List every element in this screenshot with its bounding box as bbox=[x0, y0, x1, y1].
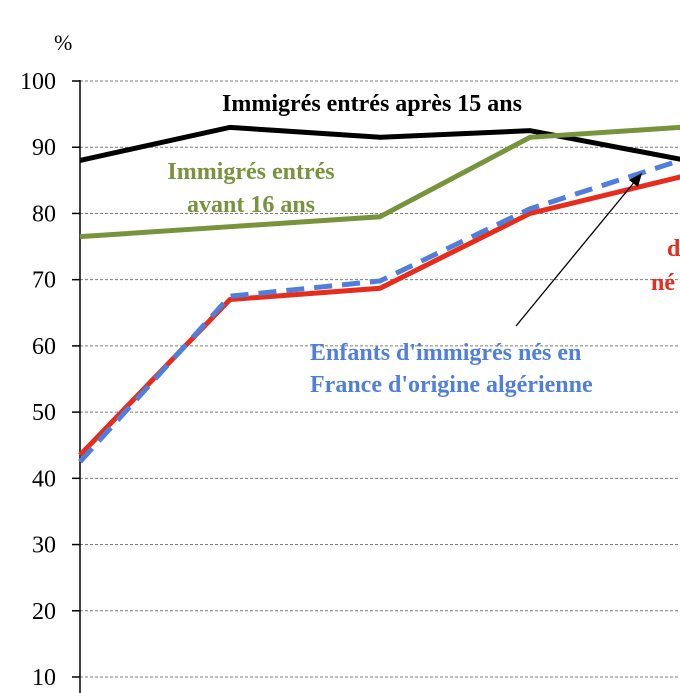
label-red-series-line2: né bbox=[651, 270, 675, 296]
y-tick-label-20: 20 bbox=[32, 599, 56, 625]
y-tick-label-100: 100 bbox=[20, 69, 56, 95]
series-line-0 bbox=[79, 124, 680, 163]
series-lines bbox=[78, 124, 680, 464]
label-blue-series-line1: Enfants d'immigrés nés en bbox=[310, 340, 581, 366]
series-line-1 bbox=[79, 124, 680, 240]
y-tick-label-30: 30 bbox=[32, 533, 56, 559]
y-tick-label-10: 10 bbox=[32, 665, 56, 691]
y-tick-label-60: 60 bbox=[32, 334, 56, 360]
series-line-3 bbox=[78, 157, 680, 464]
annotation-arrow bbox=[515, 173, 642, 327]
y-tick-label-80: 80 bbox=[32, 201, 56, 227]
label-blue-series-line2: France d'origine algérienne bbox=[310, 372, 593, 398]
label-green-series-line1: Immigrés entrés bbox=[167, 159, 334, 185]
y-tick-label-90: 90 bbox=[32, 135, 56, 161]
label-green-series-line2: avant 16 ans bbox=[187, 192, 315, 218]
label-black-series: Immigrés entrés après 15 ans bbox=[222, 91, 522, 117]
y-tick-label-50: 50 bbox=[32, 400, 56, 426]
gridlines bbox=[80, 80, 680, 678]
label-red-series-line1: d bbox=[667, 236, 680, 262]
y-tick-label-70: 70 bbox=[32, 268, 56, 294]
y-tick-labels: 10 20 30 40 50 60 70 80 90 100 bbox=[20, 69, 80, 691]
y-axis-unit-label: % bbox=[54, 30, 72, 55]
y-tick-label-40: 40 bbox=[32, 466, 56, 492]
